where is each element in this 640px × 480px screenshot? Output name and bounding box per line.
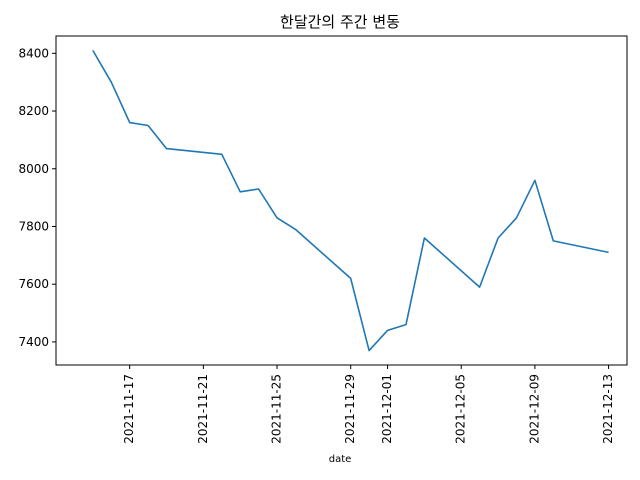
x-tick-label: 2021-11-29 xyxy=(343,374,357,444)
x-tick-label: 2021-12-01 xyxy=(380,374,394,444)
y-tick-label: 7800 xyxy=(18,219,49,233)
y-axis: 7400 7600 7800 8000 8200 8400 xyxy=(18,46,56,349)
x-tick-label: 2021-12-09 xyxy=(527,374,541,444)
x-tick-label: 2021-11-17 xyxy=(122,374,136,444)
x-axis-label: date xyxy=(329,454,352,465)
y-tick-label: 7400 xyxy=(18,335,49,349)
plot-area-frame xyxy=(55,35,628,366)
y-tick-label: 8200 xyxy=(18,104,49,118)
x-tick-label: 2021-12-05 xyxy=(454,374,468,444)
series-points xyxy=(92,50,609,351)
series-line xyxy=(92,49,609,352)
x-tick-label: 2021-11-25 xyxy=(270,374,284,444)
x-tick-label: 2021-11-21 xyxy=(196,374,210,444)
y-tick-label: 8000 xyxy=(18,162,49,176)
chart-title: 한달간의 주간 변동 xyxy=(280,13,400,31)
y-tick-label: 8400 xyxy=(18,46,49,60)
x-tick-label: 2021-12-13 xyxy=(601,374,615,444)
y-tick-label: 7600 xyxy=(18,277,49,291)
x-axis: 2021-11-17 2021-11-21 2021-11-25 2021-11-29… xyxy=(122,365,615,444)
